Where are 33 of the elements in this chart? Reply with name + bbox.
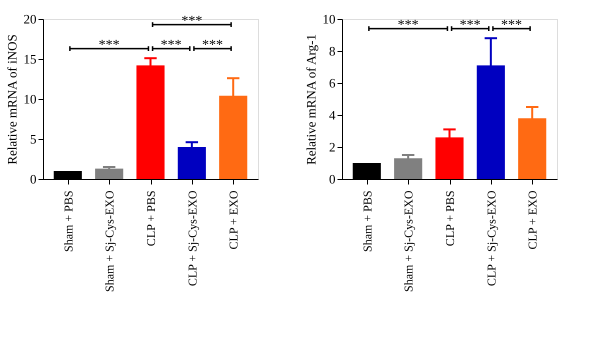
x-tick-label: CLP + PBS bbox=[144, 190, 158, 246]
x-tick-label: Sham + PBS bbox=[61, 190, 76, 252]
y-tick-label: 0 bbox=[30, 172, 36, 186]
bar bbox=[95, 168, 124, 179]
bar bbox=[394, 158, 422, 179]
x-tick-label: CLP + Sj-Cys-EXO bbox=[185, 190, 200, 286]
x-tick-label: Sham + PBS bbox=[360, 190, 374, 252]
y-tick-label: 5 bbox=[30, 132, 36, 146]
x-tick-label: Sham + Sj-Cys-EXO bbox=[102, 190, 117, 292]
x-tick-label: CLP + EXO bbox=[226, 190, 241, 250]
y-tick-label: 10 bbox=[322, 12, 336, 26]
y-tick-label: 6 bbox=[329, 76, 336, 90]
annotation: *** bbox=[460, 18, 481, 33]
x-tick-label: CLP + Sj-Cys-EXO bbox=[484, 190, 498, 286]
annotation: *** bbox=[98, 38, 120, 53]
y-tick-label: 10 bbox=[24, 92, 36, 106]
y-axis-title: Relative mRNA of Arg-1 bbox=[304, 34, 318, 165]
y-axis-title: Relative mRNA of iNOS bbox=[4, 34, 20, 165]
y-tick-label: 8 bbox=[329, 44, 336, 58]
annotation: *** bbox=[160, 38, 182, 53]
annotation: *** bbox=[181, 14, 202, 29]
x-tick-label: Sham + Sj-Cys-EXO bbox=[402, 190, 416, 292]
bar bbox=[178, 147, 206, 179]
annotation: *** bbox=[501, 18, 522, 33]
x-tick-label: CLP + EXO bbox=[526, 190, 540, 250]
y-tick-label: 20 bbox=[24, 12, 36, 26]
annotation: *** bbox=[202, 38, 224, 53]
x-tick-label: CLP + PBS bbox=[443, 190, 457, 246]
annotation: *** bbox=[398, 18, 419, 33]
y-tick-label: 15 bbox=[24, 52, 36, 66]
y-tick-label: 0 bbox=[329, 172, 336, 186]
y-tick-label: 2 bbox=[329, 140, 336, 154]
y-tick-label: 4 bbox=[329, 108, 336, 122]
